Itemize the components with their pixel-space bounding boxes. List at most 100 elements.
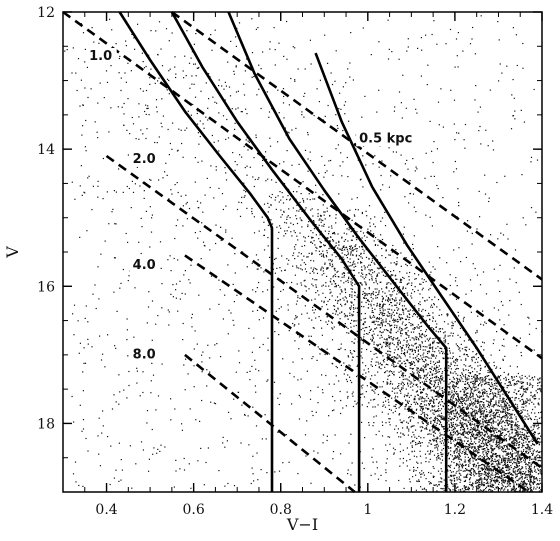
star-point <box>532 443 534 445</box>
star-point <box>493 365 495 367</box>
star-point <box>442 353 444 355</box>
star-point <box>486 450 488 452</box>
star-point <box>382 319 384 321</box>
star-point <box>491 409 493 411</box>
star-point <box>356 311 358 314</box>
star-point <box>437 455 439 457</box>
star-point <box>479 416 481 418</box>
star-point <box>425 320 427 322</box>
star-point <box>509 485 511 487</box>
star-point <box>492 434 494 436</box>
star-point <box>296 204 298 206</box>
star-point <box>434 429 436 431</box>
star-point <box>456 380 458 382</box>
star-point <box>471 428 473 430</box>
star-point <box>491 458 493 460</box>
star-point <box>306 256 308 258</box>
star-point <box>478 430 480 433</box>
star-point <box>434 382 436 384</box>
star-point <box>418 332 420 335</box>
star-point <box>416 390 418 393</box>
star-point <box>349 248 351 250</box>
star-point <box>390 295 392 297</box>
star-point <box>428 433 430 435</box>
star-point <box>494 394 497 396</box>
star-point <box>394 299 396 301</box>
star-point <box>392 412 394 414</box>
star-point <box>403 372 405 374</box>
star-point <box>436 422 438 424</box>
star-point <box>334 299 337 301</box>
star-point <box>501 434 503 436</box>
star-point <box>485 442 487 444</box>
star-point <box>421 426 423 428</box>
star-point <box>343 272 346 274</box>
star-point <box>324 245 326 247</box>
star-point <box>526 447 528 449</box>
star-point <box>515 375 518 377</box>
star-point <box>503 406 505 408</box>
star-point <box>446 313 448 315</box>
star-point <box>363 333 365 335</box>
star-point <box>430 400 432 402</box>
star-point <box>467 355 469 357</box>
star-point <box>435 347 437 349</box>
star-point <box>399 331 402 333</box>
star-point <box>485 487 487 490</box>
star-point <box>482 378 484 380</box>
star-point <box>442 448 445 450</box>
star-point <box>475 400 477 403</box>
star-point <box>495 414 497 416</box>
star-point <box>492 420 494 422</box>
star-point <box>522 481 524 483</box>
star-point <box>530 478 532 480</box>
star-point <box>496 478 498 480</box>
star-point <box>507 413 509 415</box>
star-point <box>472 434 474 436</box>
star-point <box>401 388 403 391</box>
star-point <box>470 424 472 427</box>
star-point <box>437 379 439 381</box>
star-point <box>465 486 467 488</box>
star-point <box>350 248 352 250</box>
star-point <box>464 346 466 348</box>
star-point <box>385 275 387 277</box>
star-point <box>277 195 279 197</box>
star-point <box>504 383 506 385</box>
star-point <box>453 360 455 362</box>
star-point <box>385 400 387 402</box>
star-point <box>478 484 480 486</box>
star-point <box>485 322 487 324</box>
star-point <box>523 436 525 438</box>
star-point <box>480 431 482 433</box>
star-point <box>484 466 486 468</box>
star-point <box>499 454 501 456</box>
star-point <box>487 483 489 485</box>
star-point <box>482 341 484 343</box>
star-point <box>479 473 481 475</box>
star-point <box>467 407 469 410</box>
star-point <box>420 368 422 370</box>
star-point <box>462 407 464 409</box>
star-point <box>450 332 452 334</box>
star-point <box>516 459 518 461</box>
star-point <box>509 468 511 470</box>
star-point <box>468 386 471 388</box>
star-point <box>394 300 396 302</box>
star-point <box>523 389 525 391</box>
star-point <box>523 453 525 455</box>
star-point <box>463 465 465 467</box>
star-point <box>539 464 541 466</box>
star-point <box>363 297 365 299</box>
star-point <box>537 454 539 456</box>
star-point <box>425 417 427 419</box>
star-point <box>379 308 381 310</box>
star-point <box>360 262 362 264</box>
star-point <box>343 240 345 242</box>
star-point <box>406 359 409 361</box>
star-point <box>477 468 479 470</box>
star-point <box>393 326 396 328</box>
star-point <box>296 191 298 193</box>
star-point <box>451 461 453 463</box>
star-point <box>410 295 412 297</box>
